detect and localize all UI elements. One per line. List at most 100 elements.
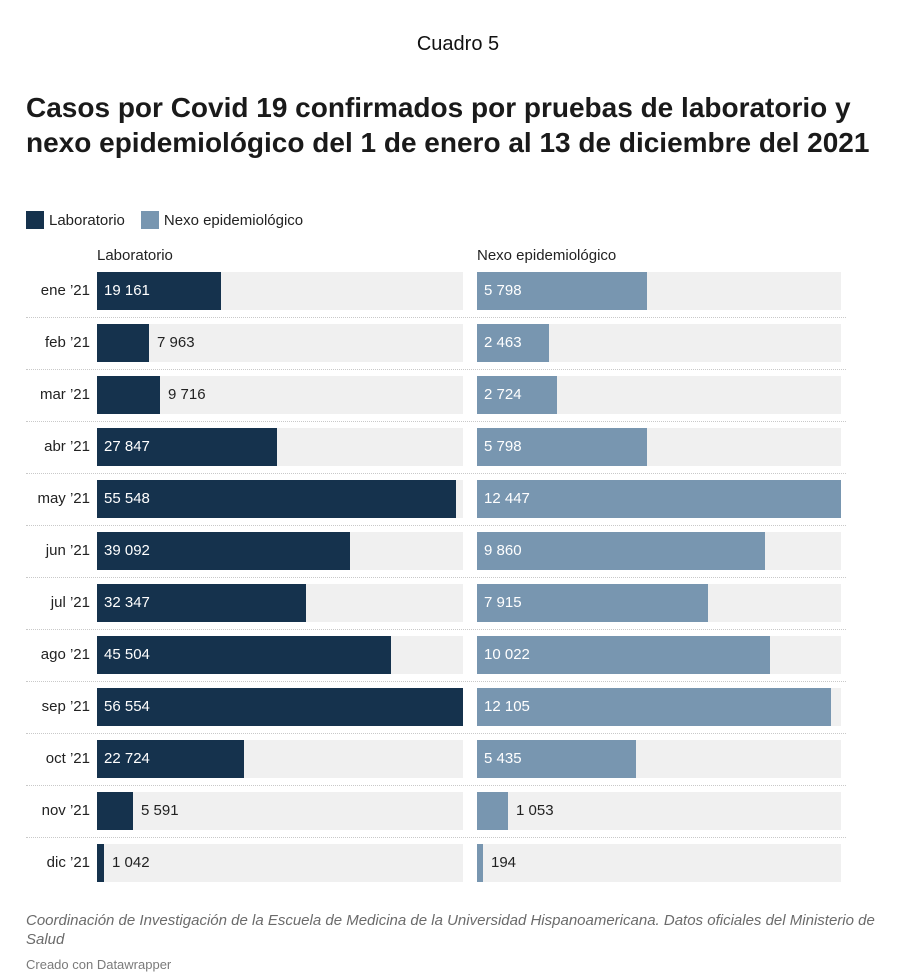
bar-nexo [477,740,636,778]
bar-lab [97,636,391,674]
row-separator [26,681,846,682]
bar-track: 45 504 [97,636,463,674]
row-separator [26,785,846,786]
data-label-lab: 22 724 [104,750,150,767]
data-label-lab: 5 591 [141,802,179,819]
bar-track: 7 963 [97,324,463,362]
category-label: feb ’21 [44,334,90,351]
bar-track: 19 161 [97,272,463,310]
data-label-nexo: 5 798 [484,438,522,455]
legend: Laboratorio Nexo epidemiológico [26,209,303,231]
source-note: Coordinación de Investigación de la Escu… [26,912,875,948]
category-label: jun ’21 [45,542,90,559]
bar-nexo [477,844,483,882]
bar-track: 10 022 [477,636,841,674]
bar-lab [97,792,133,830]
bar-lab [97,844,104,882]
chart-row: oct ’21 22 724 5 435 [0,738,916,790]
bar-track: 5 591 [97,792,463,830]
data-label-nexo: 12 447 [484,490,530,507]
data-label-lab: 55 548 [104,490,150,507]
category-label: abr ’21 [44,438,90,455]
category-label: mar ’21 [39,386,90,403]
category-label: dic ’21 [46,854,90,871]
bar-lab [97,532,350,570]
bar-nexo [477,636,770,674]
legend-swatch-nexo [140,211,159,229]
bar-nexo [477,324,549,362]
bar-track: 9 716 [97,376,463,414]
top-caption: Cuadro 5 [416,33,500,55]
chart-title: Casos por Covid 19 confirmados por prueb… [26,92,870,158]
category-label: oct ’21 [45,750,90,767]
chart-row: sep ’21 56 554 12 105 [0,686,916,738]
data-label-nexo: 2 724 [484,386,522,403]
bar-track: 56 554 [97,688,463,726]
data-label-nexo: 5 435 [484,750,522,767]
data-label-nexo: 7 915 [484,594,522,611]
bar-track: 12 105 [477,688,841,726]
bar-track: 2 463 [477,324,841,362]
bar-lab [97,376,160,414]
row-separator [26,837,846,838]
panel-header-laboratorio: Laboratorio [97,247,173,264]
row-separator [26,629,846,630]
legend-label-laboratorio: Laboratorio [49,211,125,229]
data-label-lab: 45 504 [104,646,150,663]
row-separator [26,473,846,474]
data-label-nexo: 1 053 [516,802,554,819]
data-label-lab: 39 092 [104,542,150,559]
bar-track: 32 347 [97,584,463,622]
bar-lab [97,428,277,466]
row-separator [26,525,846,526]
row-separator [26,317,846,318]
data-label-nexo: 9 860 [484,542,522,559]
bar-track: 9 860 [477,532,841,570]
chart-row: abr ’21 27 847 5 798 [0,426,916,478]
legend-item-laboratorio: Laboratorio [26,211,125,229]
data-label-nexo: 10 022 [484,646,530,663]
legend-swatch-laboratorio [26,211,44,229]
bar-track: 5 798 [477,428,841,466]
chart-row: ene ’21 19 161 5 798 [0,270,916,322]
bar-nexo [477,688,831,726]
data-label-nexo: 194 [491,854,517,871]
chart-row: ago ’21 45 504 10 022 [0,634,916,686]
row-separator [26,421,846,422]
bar-track: 5 798 [477,272,841,310]
row-separator [26,369,846,370]
data-label-lab: 9 716 [168,386,206,403]
bar-nexo [477,376,557,414]
bar-track: 194 [477,844,841,882]
data-label-nexo: 12 105 [484,698,530,715]
data-label-nexo: 5 798 [484,282,522,299]
bar-track: 27 847 [97,428,463,466]
bar-lab [97,272,221,310]
chart-row: jun ’21 39 092 9 860 [0,530,916,582]
bar-track: 2 724 [477,376,841,414]
row-separator [26,577,846,578]
data-label-lab: 56 554 [104,698,150,715]
bar-nexo [477,428,647,466]
bar-track: 22 724 [97,740,463,778]
bar-track: 55 548 [97,480,463,518]
bar-lab [97,740,244,778]
bar-lab [97,584,306,622]
bar-nexo [477,480,841,518]
data-label-nexo: 2 463 [484,334,522,351]
chart-row: jul ’21 32 347 7 915 [0,582,916,634]
bar-track: 5 435 [477,740,841,778]
data-label-lab: 27 847 [104,438,150,455]
category-label: nov ’21 [41,802,90,819]
bar-track: 12 447 [477,480,841,518]
chart-row: mar ’21 9 716 2 724 [0,374,916,426]
category-label: jul ’21 [50,594,90,611]
bar-lab [97,480,456,518]
legend-item-nexo: Nexo epidemiológico [140,211,304,229]
bar-nexo [477,584,708,622]
chart-row: nov ’21 5 591 1 053 [0,790,916,842]
legend-label-nexo: Nexo epidemiológico [163,211,304,229]
bar-track: 7 915 [477,584,841,622]
chart-row: may ’21 55 548 12 447 [0,478,916,530]
panel-header-nexo: Nexo epidemiológico [477,247,617,264]
